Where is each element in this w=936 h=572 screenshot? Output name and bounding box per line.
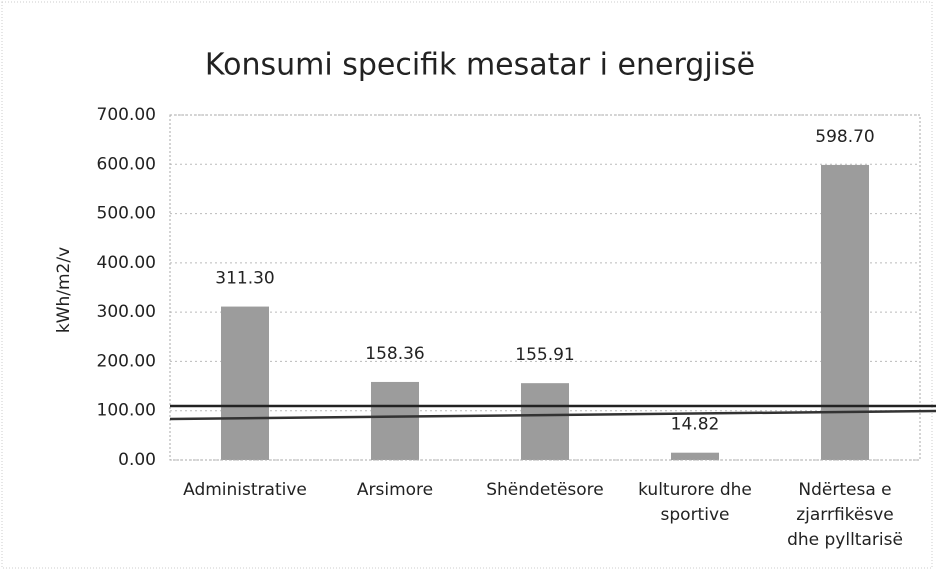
chart-title: Konsumi specifik mesatar i energjisë [205,48,755,83]
y-tick-label: 700.00 [97,105,156,125]
x-tick-label: Ndërtesa e [798,480,891,500]
x-tick-label: Shëndetësore [486,480,604,500]
y-tick-label: 600.00 [97,154,156,174]
y-tick-label: 0.00 [118,450,156,470]
bar [521,383,569,460]
x-tick-label: sportive [661,505,730,525]
x-tick-label: Arsimore [357,480,433,500]
bar [371,381,419,460]
data-label: 311.30 [215,269,274,289]
reference-line [169,409,936,421]
y-tick-label: 400.00 [97,253,156,273]
y-tick-label: 100.00 [97,401,156,421]
plot-border [169,114,921,461]
data-label: 158.36 [365,344,424,364]
data-label: 598.70 [815,127,874,147]
y-tick-label: 500.00 [97,204,156,224]
data-label: 14.82 [671,415,720,435]
y-tick-label: 200.00 [97,351,156,371]
data-label: 155.91 [515,345,574,365]
bar [671,452,719,460]
plot-area: 0.00 100.00 200.00 300.00 400.00 500.00 600.00… [97,105,920,550]
x-tick-label: dhe pylltarisë [787,530,903,550]
bar [821,164,869,460]
x-tick-label: zjarrfikësve [796,505,894,525]
y-tick-label: 300.00 [97,302,156,322]
bar [221,306,269,460]
y-axis-label: kWh/m2/v [54,247,74,333]
x-tick-label: Administrative [183,480,307,500]
x-tick-label: kulturore dhe [638,480,752,500]
